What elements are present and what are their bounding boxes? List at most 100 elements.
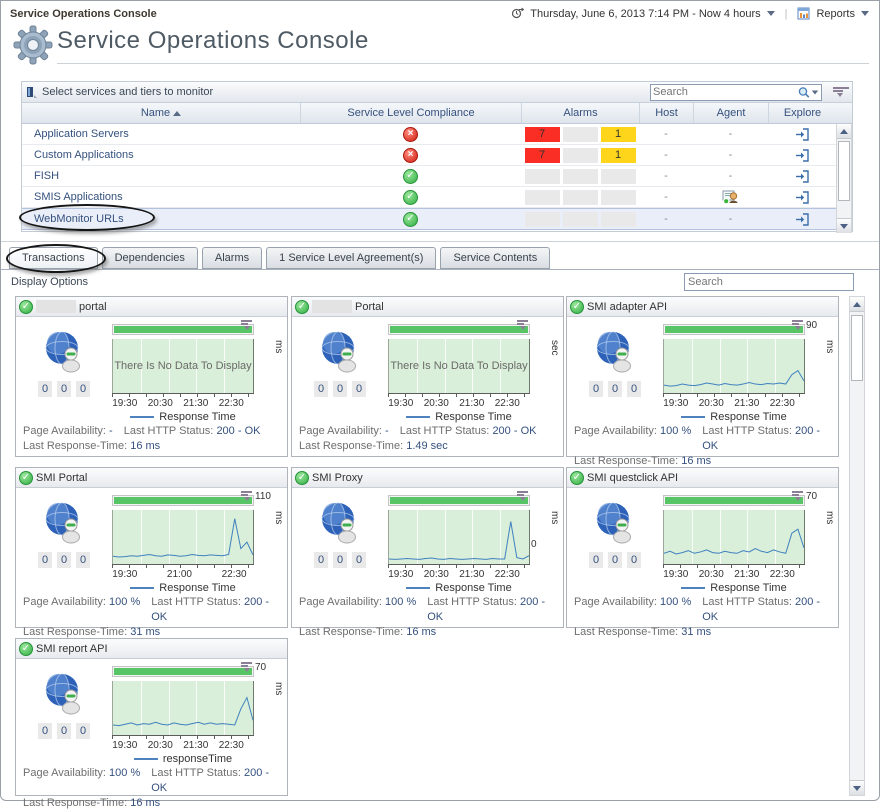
transaction-card[interactable]: ✓ SMI questclick API 0 0 0 19 xyxy=(566,467,839,638)
explore-icon[interactable] xyxy=(795,169,809,183)
transaction-card[interactable]: ✓ SMI Proxy 0 0 0 19:30 20:30 2 xyxy=(291,467,564,638)
chart-menu-icon[interactable] xyxy=(789,319,803,331)
availability-bar xyxy=(663,491,805,506)
search-options-dropdown-icon[interactable] xyxy=(811,90,819,94)
counter: 0 xyxy=(314,552,328,568)
chart-menu-icon[interactable] xyxy=(238,661,252,673)
table-scrollbar[interactable] xyxy=(836,124,852,233)
explore-icon[interactable] xyxy=(795,212,809,226)
scroll-up-button[interactable] xyxy=(850,297,864,312)
service-name[interactable]: Custom Applications xyxy=(34,149,134,161)
chart-menu-icon[interactable] xyxy=(238,319,252,331)
critical-alarm-count[interactable] xyxy=(562,211,598,227)
warning-alarm-count[interactable] xyxy=(600,211,636,227)
search-icon[interactable] xyxy=(797,86,811,99)
chart-legend: Response Time xyxy=(112,580,254,596)
y-axis: 110 ms xyxy=(255,491,284,525)
reports-dropdown-icon[interactable] xyxy=(861,11,869,16)
table-row[interactable]: Application Servers × 7 1 - - xyxy=(22,124,852,145)
separator-line xyxy=(1,241,879,242)
tab-transactions[interactable]: Transactions xyxy=(9,247,98,269)
compliance-error-icon: × xyxy=(403,126,418,142)
fatal-alarm-count[interactable]: 7 xyxy=(524,147,560,163)
divider: | xyxy=(784,7,788,20)
scroll-down-button[interactable] xyxy=(850,780,864,795)
cards-search-input[interactable] xyxy=(685,274,853,290)
column-header-host[interactable]: Host xyxy=(639,103,693,123)
chart-menu-icon[interactable] xyxy=(514,490,528,502)
chart-menu-icon[interactable] xyxy=(514,319,528,331)
fatal-alarm-count[interactable] xyxy=(524,168,560,184)
service-name[interactable]: SMIS Applications xyxy=(34,191,123,203)
service-name[interactable]: FISH xyxy=(34,170,60,182)
services-search-input[interactable] xyxy=(653,86,797,98)
counter: 0 xyxy=(57,381,71,397)
explore-icon[interactable] xyxy=(795,190,809,204)
time-range-dropdown-icon[interactable] xyxy=(766,11,775,16)
tab-service-contents[interactable]: Service Contents xyxy=(440,247,551,269)
fatal-alarm-count[interactable] xyxy=(524,189,560,205)
column-header-agent[interactable]: Agent xyxy=(693,103,768,123)
fatal-alarm-count[interactable]: 7 xyxy=(524,126,560,142)
transaction-card[interactable]: ✓ SMI adapter API 0 0 0 19:30 xyxy=(566,296,839,467)
time-range-label: Thursday, June 6, 2013 7:14 PM - Now 4 h… xyxy=(530,7,761,20)
transaction-card[interactable]: ✓ Portal 0 0 0 There Is No Data To Displ… xyxy=(291,296,564,457)
critical-alarm-count[interactable] xyxy=(562,168,598,184)
table-row-selected[interactable]: WebMonitor URLs ✓ - - xyxy=(22,208,852,230)
agent-value: - xyxy=(728,128,733,140)
table-row[interactable]: FISH ✓ - - xyxy=(22,166,852,187)
transaction-card[interactable]: ✓ SMI report API 0 0 0 19:30 2 xyxy=(15,638,288,809)
web-monitor-icon xyxy=(321,502,356,544)
scrollbar-thumb[interactable] xyxy=(838,141,850,201)
chart-menu-icon[interactable] xyxy=(789,490,803,502)
scrollbar-thumb[interactable] xyxy=(851,315,863,381)
no-data-message: There Is No Data To Display xyxy=(114,360,252,372)
critical-alarm-count[interactable] xyxy=(562,189,598,205)
x-axis: 19:30 20:30 21:30 22:30 xyxy=(388,393,530,409)
time-range-control[interactable]: Thursday, June 6, 2013 7:14 PM - Now 4 h… xyxy=(511,7,869,20)
agent-icon[interactable] xyxy=(722,189,739,205)
availability-value: - xyxy=(109,425,113,437)
table-customizer-icon[interactable] xyxy=(833,86,849,99)
column-header-compliance[interactable]: Service Level Compliance xyxy=(300,103,521,123)
breadcrumb[interactable]: Service Operations Console xyxy=(10,8,157,20)
column-header-explore[interactable]: Explore xyxy=(768,103,836,123)
warning-alarm-count[interactable]: 1 xyxy=(600,147,636,163)
chart-menu-icon[interactable] xyxy=(238,490,252,502)
explore-icon[interactable] xyxy=(795,127,809,141)
fatal-alarm-count[interactable] xyxy=(524,211,560,227)
card-title: portal xyxy=(79,300,107,313)
tab-service-level-agreements[interactable]: 1 Service Level Agreement(s) xyxy=(266,247,437,269)
explore-icon[interactable] xyxy=(795,148,809,162)
display-options-button[interactable]: Display Options xyxy=(11,276,89,288)
warning-alarm-count[interactable] xyxy=(600,168,636,184)
card-header: ✓ portal xyxy=(16,297,287,317)
column-header-alarms[interactable]: Alarms xyxy=(521,103,639,123)
scroll-down-button[interactable] xyxy=(837,218,851,233)
counter: 0 xyxy=(352,381,366,397)
card-header: ✓ SMI Proxy xyxy=(292,468,563,488)
tab-dependencies[interactable]: Dependencies xyxy=(101,247,198,269)
column-header-name[interactable]: Name xyxy=(22,103,300,123)
status-ok-icon: ✓ xyxy=(570,470,584,485)
response-time-chart xyxy=(112,510,254,564)
x-axis: 19:30 20:30 21:30 22:30 xyxy=(112,735,254,751)
scroll-up-button[interactable] xyxy=(837,124,851,139)
cards-scrollbar[interactable] xyxy=(849,296,865,796)
critical-alarm-count[interactable] xyxy=(562,147,598,163)
table-row[interactable]: SMIS Applications ✓ - xyxy=(22,187,852,208)
service-name[interactable]: Application Servers xyxy=(34,128,129,140)
service-name[interactable]: WebMonitor URLs xyxy=(34,213,124,225)
transaction-card[interactable]: ✓ SMI Portal 0 0 0 19:30 21:00 xyxy=(15,467,288,638)
table-row[interactable]: Custom Applications × 7 1 - - xyxy=(22,145,852,166)
response-time-chart xyxy=(663,339,805,393)
host-value: - xyxy=(664,149,668,161)
warning-alarm-count[interactable]: 1 xyxy=(600,126,636,142)
counter: 0 xyxy=(38,723,52,739)
availability-value: 100 % xyxy=(385,596,417,608)
tab-alarms[interactable]: Alarms xyxy=(201,247,263,269)
reports-button[interactable]: Reports xyxy=(816,7,855,20)
warning-alarm-count[interactable] xyxy=(600,189,636,205)
transaction-card[interactable]: ✓ portal 0 0 0 There Is No Data To Displ… xyxy=(15,296,288,457)
critical-alarm-count[interactable] xyxy=(562,126,598,142)
